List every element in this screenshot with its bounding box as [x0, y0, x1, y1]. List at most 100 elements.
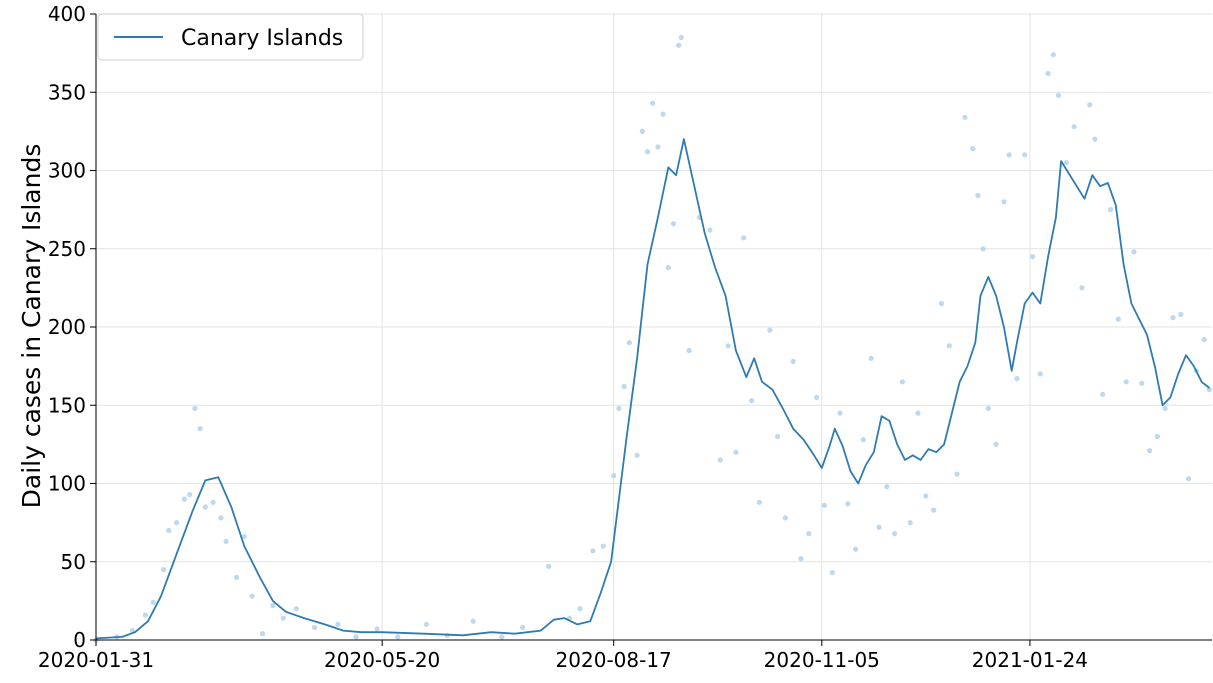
data-point-39 [616, 405, 622, 411]
data-point-40 [621, 383, 627, 390]
data-point-69 [829, 570, 835, 576]
gridlines [95, 13, 1212, 641]
data-point-96 [1029, 254, 1036, 260]
data-point-28 [423, 621, 429, 628]
daily-points [93, 34, 1212, 643]
data-point-77 [892, 531, 898, 537]
data-point-43 [639, 128, 645, 134]
data-point-93 [1006, 152, 1012, 158]
data-point-50 [676, 42, 682, 48]
data-point-92 [1001, 199, 1007, 205]
y-tick-label-150: 150 [48, 393, 86, 417]
data-point-66 [806, 531, 812, 537]
data-point-37 [600, 543, 606, 549]
data-point-112 [1147, 448, 1153, 454]
data-point-115 [1170, 315, 1176, 321]
data-point-72 [853, 546, 859, 552]
data-point-21 [280, 615, 286, 621]
data-point-75 [876, 524, 882, 530]
data-point-10 [192, 405, 198, 411]
legend-box [97, 13, 364, 61]
x-tick-label-2020-11-05: 2020-11-05 [764, 648, 880, 672]
data-point-120 [1206, 387, 1212, 393]
y-tick-label-300: 300 [48, 159, 86, 183]
x-tick-label-2020-08-17: 2020-08-17 [556, 648, 672, 672]
y-tick-label-100: 100 [48, 472, 86, 496]
data-point-78 [899, 379, 906, 385]
data-point-113 [1154, 433, 1160, 440]
y-axis-title: Daily cases in Canary Islands [17, 144, 46, 509]
data-point-100 [1055, 92, 1062, 98]
data-point-16 [233, 574, 240, 581]
data-point-55 [717, 457, 723, 463]
data-point-90 [985, 405, 991, 411]
data-point-14 [218, 515, 224, 521]
data-point-117 [1186, 476, 1192, 482]
data-point-23 [311, 624, 318, 631]
data-point-89 [980, 246, 986, 252]
data-point-48 [665, 264, 671, 271]
data-point-17 [241, 534, 247, 540]
data-point-54 [707, 227, 713, 233]
data-point-12 [202, 504, 208, 510]
data-point-59 [749, 398, 755, 404]
data-point-63 [782, 515, 789, 521]
data-point-32 [520, 624, 526, 631]
data-point-74 [868, 355, 874, 361]
data-point-30 [470, 618, 476, 624]
data-point-24 [335, 621, 341, 628]
y-tick-label-0: 0 [73, 628, 86, 652]
data-point-13 [210, 499, 216, 505]
data-point-7 [174, 520, 180, 526]
y-tick-label-250: 250 [48, 237, 86, 261]
data-point-25 [353, 634, 359, 640]
data-point-18 [249, 593, 255, 599]
data-point-91 [993, 441, 999, 447]
data-point-61 [767, 327, 773, 333]
y-tick-label-400: 400 [48, 2, 86, 26]
data-point-79 [907, 520, 913, 526]
data-point-44 [644, 149, 651, 155]
data-point-83 [938, 300, 945, 307]
data-point-58 [741, 235, 747, 241]
data-point-56 [725, 343, 731, 349]
data-point-87 [970, 146, 976, 152]
data-point-103 [1079, 285, 1085, 291]
axes [90, 13, 1212, 646]
data-point-80 [915, 410, 921, 416]
data-point-35 [577, 606, 583, 612]
data-point-116 [1178, 311, 1184, 318]
data-point-8 [181, 496, 187, 502]
data-point-6 [166, 527, 172, 534]
data-point-68 [821, 502, 828, 508]
data-point-106 [1100, 391, 1106, 397]
data-point-22 [293, 606, 299, 612]
x-tick-label-2021-01-24: 2021-01-24 [972, 648, 1088, 672]
data-point-5 [161, 567, 167, 573]
series-lines [95, 138, 1210, 640]
data-point-82 [931, 507, 937, 513]
legend-label-canary-islands: Canary Islands [181, 26, 343, 51]
series-line-canary-islands [95, 138, 1210, 640]
data-point-20 [270, 603, 276, 609]
data-point-65 [798, 556, 804, 562]
data-point-101 [1063, 160, 1069, 166]
data-point-119 [1201, 336, 1207, 343]
tick-labels: 0 50 100 150 200 250 300 350 400 2020-01-31 2020-0… [38, 2, 1088, 672]
data-point-105 [1092, 136, 1098, 142]
data-point-45 [650, 100, 656, 106]
data-point-27 [395, 634, 401, 640]
data-point-98 [1045, 70, 1051, 77]
data-point-31 [499, 634, 505, 640]
x-tick-label-2020-05-20: 2020-05-20 [324, 648, 440, 672]
data-point-3 [142, 612, 148, 618]
data-point-19 [259, 631, 266, 637]
y-tick-label-50: 50 [61, 550, 86, 574]
data-point-42 [634, 452, 640, 458]
x-tick-label-2020-01-31: 2020-01-31 [38, 648, 154, 672]
data-point-84 [946, 343, 952, 349]
data-point-102 [1071, 124, 1077, 130]
data-point-71 [845, 501, 851, 507]
data-point-86 [962, 114, 968, 120]
